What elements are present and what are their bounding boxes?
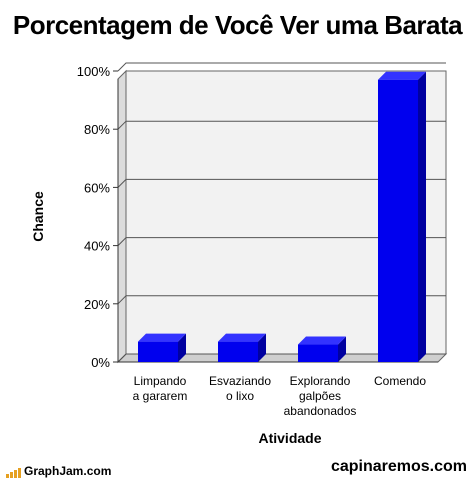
x-category-label: abandonados (284, 404, 357, 418)
plot-left-wall (117, 69, 127, 364)
x-category-label: galpões (299, 389, 341, 403)
bar-top (138, 333, 186, 342)
bar-top (298, 336, 346, 345)
bar-side (418, 71, 426, 362)
bar-top (218, 333, 266, 342)
gridline (117, 237, 446, 246)
graphjam-bars-icon (6, 468, 21, 478)
gridline (117, 62, 446, 72)
y-axis-title: Chance (30, 191, 46, 242)
x-category-label: Esvaziando (209, 374, 271, 388)
bar-side (338, 336, 346, 362)
x-category-label: o lixo (226, 389, 254, 403)
bar (218, 341, 258, 362)
bar (298, 344, 338, 362)
y-tick-label: 60% (84, 180, 110, 195)
y-tick-label: 0% (91, 355, 110, 370)
x-axis-title: Atividade (258, 430, 321, 446)
graphjam-text: GraphJam.com (24, 464, 112, 478)
bar (378, 79, 418, 362)
y-tick-label: 20% (84, 297, 110, 312)
bar-side (178, 333, 186, 362)
graphjam-logo[interactable]: GraphJam.com (6, 464, 111, 478)
y-tick-label: 40% (84, 239, 110, 254)
x-category-label: Comendo (374, 374, 426, 388)
y-tick-label: 80% (84, 122, 110, 137)
bar-side (258, 333, 266, 362)
y-tick-label: 100% (77, 64, 111, 79)
gridline (117, 178, 446, 188)
bar-top (378, 71, 426, 80)
chart-title: Porcentagem de Você Ver uma Barata (12, 10, 463, 40)
capinaremos-credit[interactable]: capinaremos.com (330, 458, 467, 475)
x-category-label: a gararem (133, 389, 188, 403)
gridline (117, 295, 446, 305)
gridline (117, 120, 446, 130)
x-category-label: Explorando (290, 374, 351, 388)
x-category-label: Limpando (134, 374, 187, 388)
bar (138, 341, 178, 362)
